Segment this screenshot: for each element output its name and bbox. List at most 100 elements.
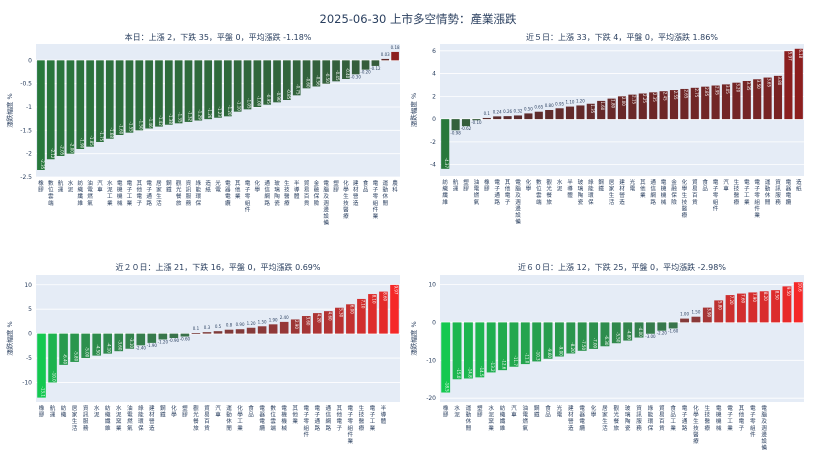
chart-panel-2: 6420-2-4近５日：上漲 33，下跌 4，平盤 0，平均漲跌 1.86%漲跌… (409, 32, 804, 226)
x-tick-label: 運動休閒 (466, 405, 472, 432)
value-label: 0.80 (545, 103, 554, 108)
x-tick-label: 生技醫療 (734, 178, 740, 206)
chart-panel-4: 100-10-20近６０日：上漲 12，下跌 25，平盤 0，平均漲跌 -2.9… (409, 262, 804, 452)
value-label: 0.26 (503, 109, 512, 114)
x-tick-label: 造紙 (205, 179, 211, 194)
value-label: -1.90 (147, 343, 158, 348)
x-tick-label: 橡膠 (484, 178, 490, 193)
value-label: -0.90 (276, 91, 281, 102)
x-tick-label: 汽車 (215, 404, 221, 419)
x-tick-label: 食品工業 (670, 404, 676, 432)
x-tick-label: 貿易百貨 (304, 179, 310, 207)
y-tick-label: -20 (426, 395, 436, 402)
value-label: -1.20 (158, 339, 169, 344)
value-label: 0.03 (381, 52, 390, 57)
bar (784, 51, 792, 119)
panel-title: 近６０日：上漲 12，下跌 25，平盤 0，平均漲跌 -2.98% (518, 262, 726, 272)
value-label: -5.80 (74, 351, 79, 362)
x-tick-label: 電腦及週邊設備 (323, 180, 329, 227)
x-tick-label: 資訊服務 (186, 179, 192, 207)
x-tick-label: 建材營造 (619, 178, 625, 206)
value-label: -4.37 (444, 158, 449, 169)
value-label: 3.35 (746, 82, 751, 91)
bar (556, 108, 564, 119)
x-tick-label: 電子工業 (727, 405, 733, 432)
value-label: -1.85 (89, 135, 94, 146)
x-tick-label: 電子工業 (744, 179, 750, 206)
x-tick-label: 紡織纖維 (500, 404, 506, 432)
x-tick-label: 生技醫療 (705, 404, 711, 432)
value-label: -1.38 (168, 114, 173, 125)
value-label: -0.40 (345, 68, 350, 79)
x-tick-label: 電腦及週邊設備 (515, 179, 521, 226)
value-label: 4.20 (316, 314, 321, 323)
bar (203, 332, 212, 333)
x-tick-label: 航運 (58, 179, 64, 194)
x-tick-label: 電子零組件 (750, 405, 756, 438)
x-tick-label: 建材營造 (149, 404, 155, 432)
x-tick-label: 紡織纖維 (105, 404, 111, 432)
value-label: -0.60 (306, 77, 311, 88)
value-label: 3.65 (767, 78, 772, 87)
value-label: -0.75 (296, 84, 301, 95)
value-label: 0.65 (534, 105, 543, 110)
y-tick-label: -1.5 (20, 127, 32, 134)
x-tick-label: 電子工業 (127, 180, 133, 207)
bar (566, 107, 574, 120)
value-label: 6.18 (798, 49, 803, 58)
bar (214, 331, 223, 333)
x-tick-label: 水泥 (94, 404, 100, 419)
bar (362, 60, 370, 69)
y-tick-label: -0.5 (20, 81, 32, 88)
x-tick-label: 其他電子 (739, 404, 745, 432)
x-tick-label: 汽車 (511, 404, 517, 419)
value-label: 1.35 (590, 104, 595, 113)
x-tick-label: 運動休閒 (226, 405, 232, 432)
value-label: 1.00 (680, 312, 689, 317)
x-tick-label: 汽車 (723, 178, 729, 193)
value-label: 2.45 (663, 92, 668, 101)
value-label: -8.20 (570, 342, 575, 353)
value-label: -13.1 (41, 386, 46, 397)
bar (514, 115, 522, 119)
x-tick-label: 觀光餐旅 (614, 404, 620, 432)
value-label: -2.05 (60, 145, 65, 156)
bar (680, 319, 689, 323)
x-tick-label: 金融保險 (314, 179, 320, 207)
x-tick-label: 塑膠 (477, 404, 483, 419)
bar (381, 59, 389, 60)
value-label: -0.85 (286, 89, 291, 100)
value-label: -1.55 (128, 121, 133, 132)
x-tick-label: 電子工業 (370, 405, 376, 432)
value-label: -7.50 (581, 340, 586, 351)
value-label: 1.80 (611, 99, 616, 108)
bar (136, 334, 145, 346)
value-label: -4.80 (627, 329, 632, 340)
value-label: 2.55 (673, 91, 678, 100)
value-label: -0.98 (450, 130, 461, 135)
value-label: -3.10 (129, 338, 134, 349)
value-label: -0.10 (471, 120, 482, 125)
value-label: -0.12 (370, 66, 381, 71)
value-label: -12.6 (502, 359, 507, 370)
bar (524, 113, 532, 119)
value-label: -0.56 (315, 75, 320, 86)
x-tick-label: 紡織 (61, 404, 67, 419)
bar (692, 317, 701, 323)
x-tick-label: 居家生活 (609, 179, 615, 206)
value-label: 1.10 (566, 100, 575, 105)
x-tick-label: 航運 (50, 404, 56, 419)
x-tick-label: 油電燃氣 (523, 404, 529, 432)
value-label: -13.2 (490, 361, 495, 372)
bar (535, 112, 543, 119)
x-tick-label: 貿易百貨 (692, 178, 698, 206)
value-label: 1.20 (247, 321, 256, 326)
value-label: 2.40 (280, 315, 289, 320)
x-tick-label: 通信網路 (650, 178, 656, 206)
value-label: 0.18 (391, 45, 400, 50)
bar (483, 118, 491, 119)
y-tick-label: -10 (22, 379, 32, 386)
value-label: 0.50 (524, 106, 533, 111)
x-tick-label: 食品 (702, 178, 708, 193)
